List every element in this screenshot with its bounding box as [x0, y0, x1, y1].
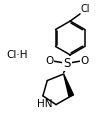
Text: Cl·H: Cl·H — [6, 50, 27, 60]
Text: Cl: Cl — [81, 4, 90, 14]
Polygon shape — [64, 74, 74, 97]
Text: O: O — [80, 56, 88, 66]
Text: S: S — [63, 57, 71, 70]
Text: O: O — [45, 56, 54, 66]
Text: HN: HN — [37, 98, 53, 108]
